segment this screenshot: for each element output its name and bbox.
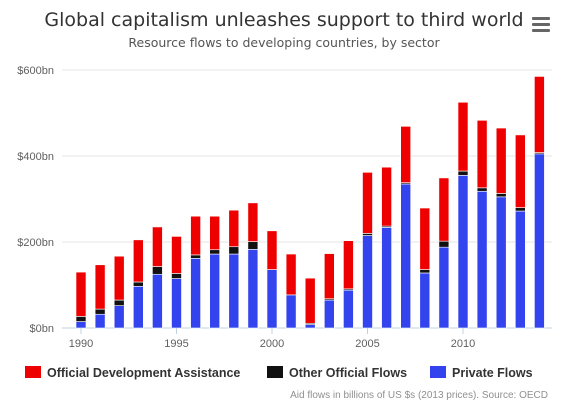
bar-segment[interactable] [75,271,87,317]
bar-segment[interactable] [381,166,392,227]
bar-segment[interactable] [534,76,545,153]
bar-segment[interactable] [419,272,431,329]
bar-segment[interactable] [152,226,163,267]
legend-item-private[interactable]: Private Flows [430,366,533,380]
credits: Aid flows in billions of US $s (2013 pri… [290,390,548,401]
bar-segment[interactable] [171,273,182,279]
bar-segment[interactable] [228,246,240,255]
legend-label-oda: Official Development Assistance [47,366,241,380]
bar-segment[interactable] [133,285,144,329]
x-axis: 1990 1995 2000 2005 2010 [69,328,475,350]
hamburger-menu-icon[interactable] [530,14,552,34]
bar-segment[interactable] [304,277,316,324]
legend-swatch-oof [267,366,283,378]
bar-segment[interactable] [400,183,412,329]
bar-segment[interactable] [476,187,488,192]
bar-segment[interactable] [94,308,106,315]
bar-segment[interactable] [323,253,335,300]
bar-segment[interactable] [457,170,469,176]
bar-segment[interactable] [400,126,412,183]
bar-segment[interactable] [190,215,201,256]
bar-segment[interactable] [285,253,297,296]
bars [75,76,545,329]
bar-segment[interactable] [152,266,163,275]
bar-segment[interactable] [362,235,373,329]
bar-segment[interactable] [304,324,316,329]
bar-segment[interactable] [94,313,106,329]
bar-segment[interactable] [133,281,144,287]
bar-segment[interactable] [438,246,450,329]
chart-subtitle: Resource flows to developing countries, … [128,35,440,50]
bar-segment[interactable] [133,239,144,283]
bar-segment[interactable] [514,134,526,208]
bar-segment[interactable] [514,207,526,212]
bar-segment[interactable] [209,215,220,251]
bar-segment[interactable] [113,305,125,329]
bar-segment[interactable] [362,172,373,234]
legend-item-oda[interactable]: Official Development Assistance [25,366,240,380]
x-tick-label: 2000 [260,338,284,350]
y-axis: $0bn $200bn $400bn $600bn [17,65,54,335]
bar-segment[interactable] [285,294,297,329]
bar-segment[interactable] [113,255,125,301]
bar-segment[interactable] [457,101,469,172]
y-tick-label: $200bn [17,237,54,249]
x-tick-label: 1995 [164,338,188,350]
bar-segment[interactable] [152,273,163,329]
bar-segment[interactable] [266,269,278,329]
bar-segment[interactable] [247,202,259,242]
bar-segment[interactable] [381,227,392,329]
x-tick-label: 2010 [451,338,475,350]
legend-swatch-oda [25,366,41,378]
bar-segment[interactable] [75,316,87,322]
x-tick-label: 2005 [355,338,379,350]
bar-segment[interactable] [495,127,507,194]
bar-segment[interactable] [209,253,220,329]
bar-segment[interactable] [171,278,182,329]
y-tick-label: $600bn [17,65,54,77]
stacked-bar-chart: $0bn $200bn $400bn $600bn 1990 1995 2000 2005 2… [17,65,552,350]
bar-segment[interactable] [438,177,450,242]
bar-segment[interactable] [190,258,201,329]
bar-segment[interactable] [495,196,507,329]
bar-segment[interactable] [247,241,259,250]
bar-segment[interactable] [228,253,240,329]
bar-segment[interactable] [247,249,259,329]
bar-segment[interactable] [171,236,182,274]
bar-segment[interactable] [514,210,526,329]
bar-segment[interactable] [343,289,354,329]
bar-segment[interactable] [476,190,488,329]
bar-segment[interactable] [266,230,278,270]
bar-segment[interactable] [94,264,106,310]
bar-segment[interactable] [228,209,240,248]
bar-segment[interactable] [419,269,431,274]
legend-item-oof[interactable]: Other Official Flows [267,366,407,380]
legend-label-private: Private Flows [452,366,533,380]
bar-segment[interactable] [362,233,373,236]
bar-segment[interactable] [323,299,335,329]
bar-segment[interactable] [534,153,545,329]
bar-segment[interactable] [457,175,469,329]
chart-title: Global capitalism unleashes support to t… [44,9,524,31]
x-tick-label: 1990 [69,338,93,350]
bar-segment[interactable] [75,321,87,329]
bar-segment[interactable] [343,240,354,290]
y-tick-label: $400bn [17,151,54,163]
bar-segment[interactable] [419,207,431,270]
legend-swatch-private [430,366,446,378]
y-tick-label: $0bn [30,323,54,335]
bar-segment[interactable] [209,249,220,255]
bar-segment[interactable] [190,254,201,259]
bar-segment[interactable] [438,240,450,248]
bar-segment[interactable] [113,299,125,306]
legend-label-oof: Other Official Flows [289,366,408,380]
bar-segment[interactable] [476,120,488,189]
bar-segment[interactable] [495,193,507,198]
